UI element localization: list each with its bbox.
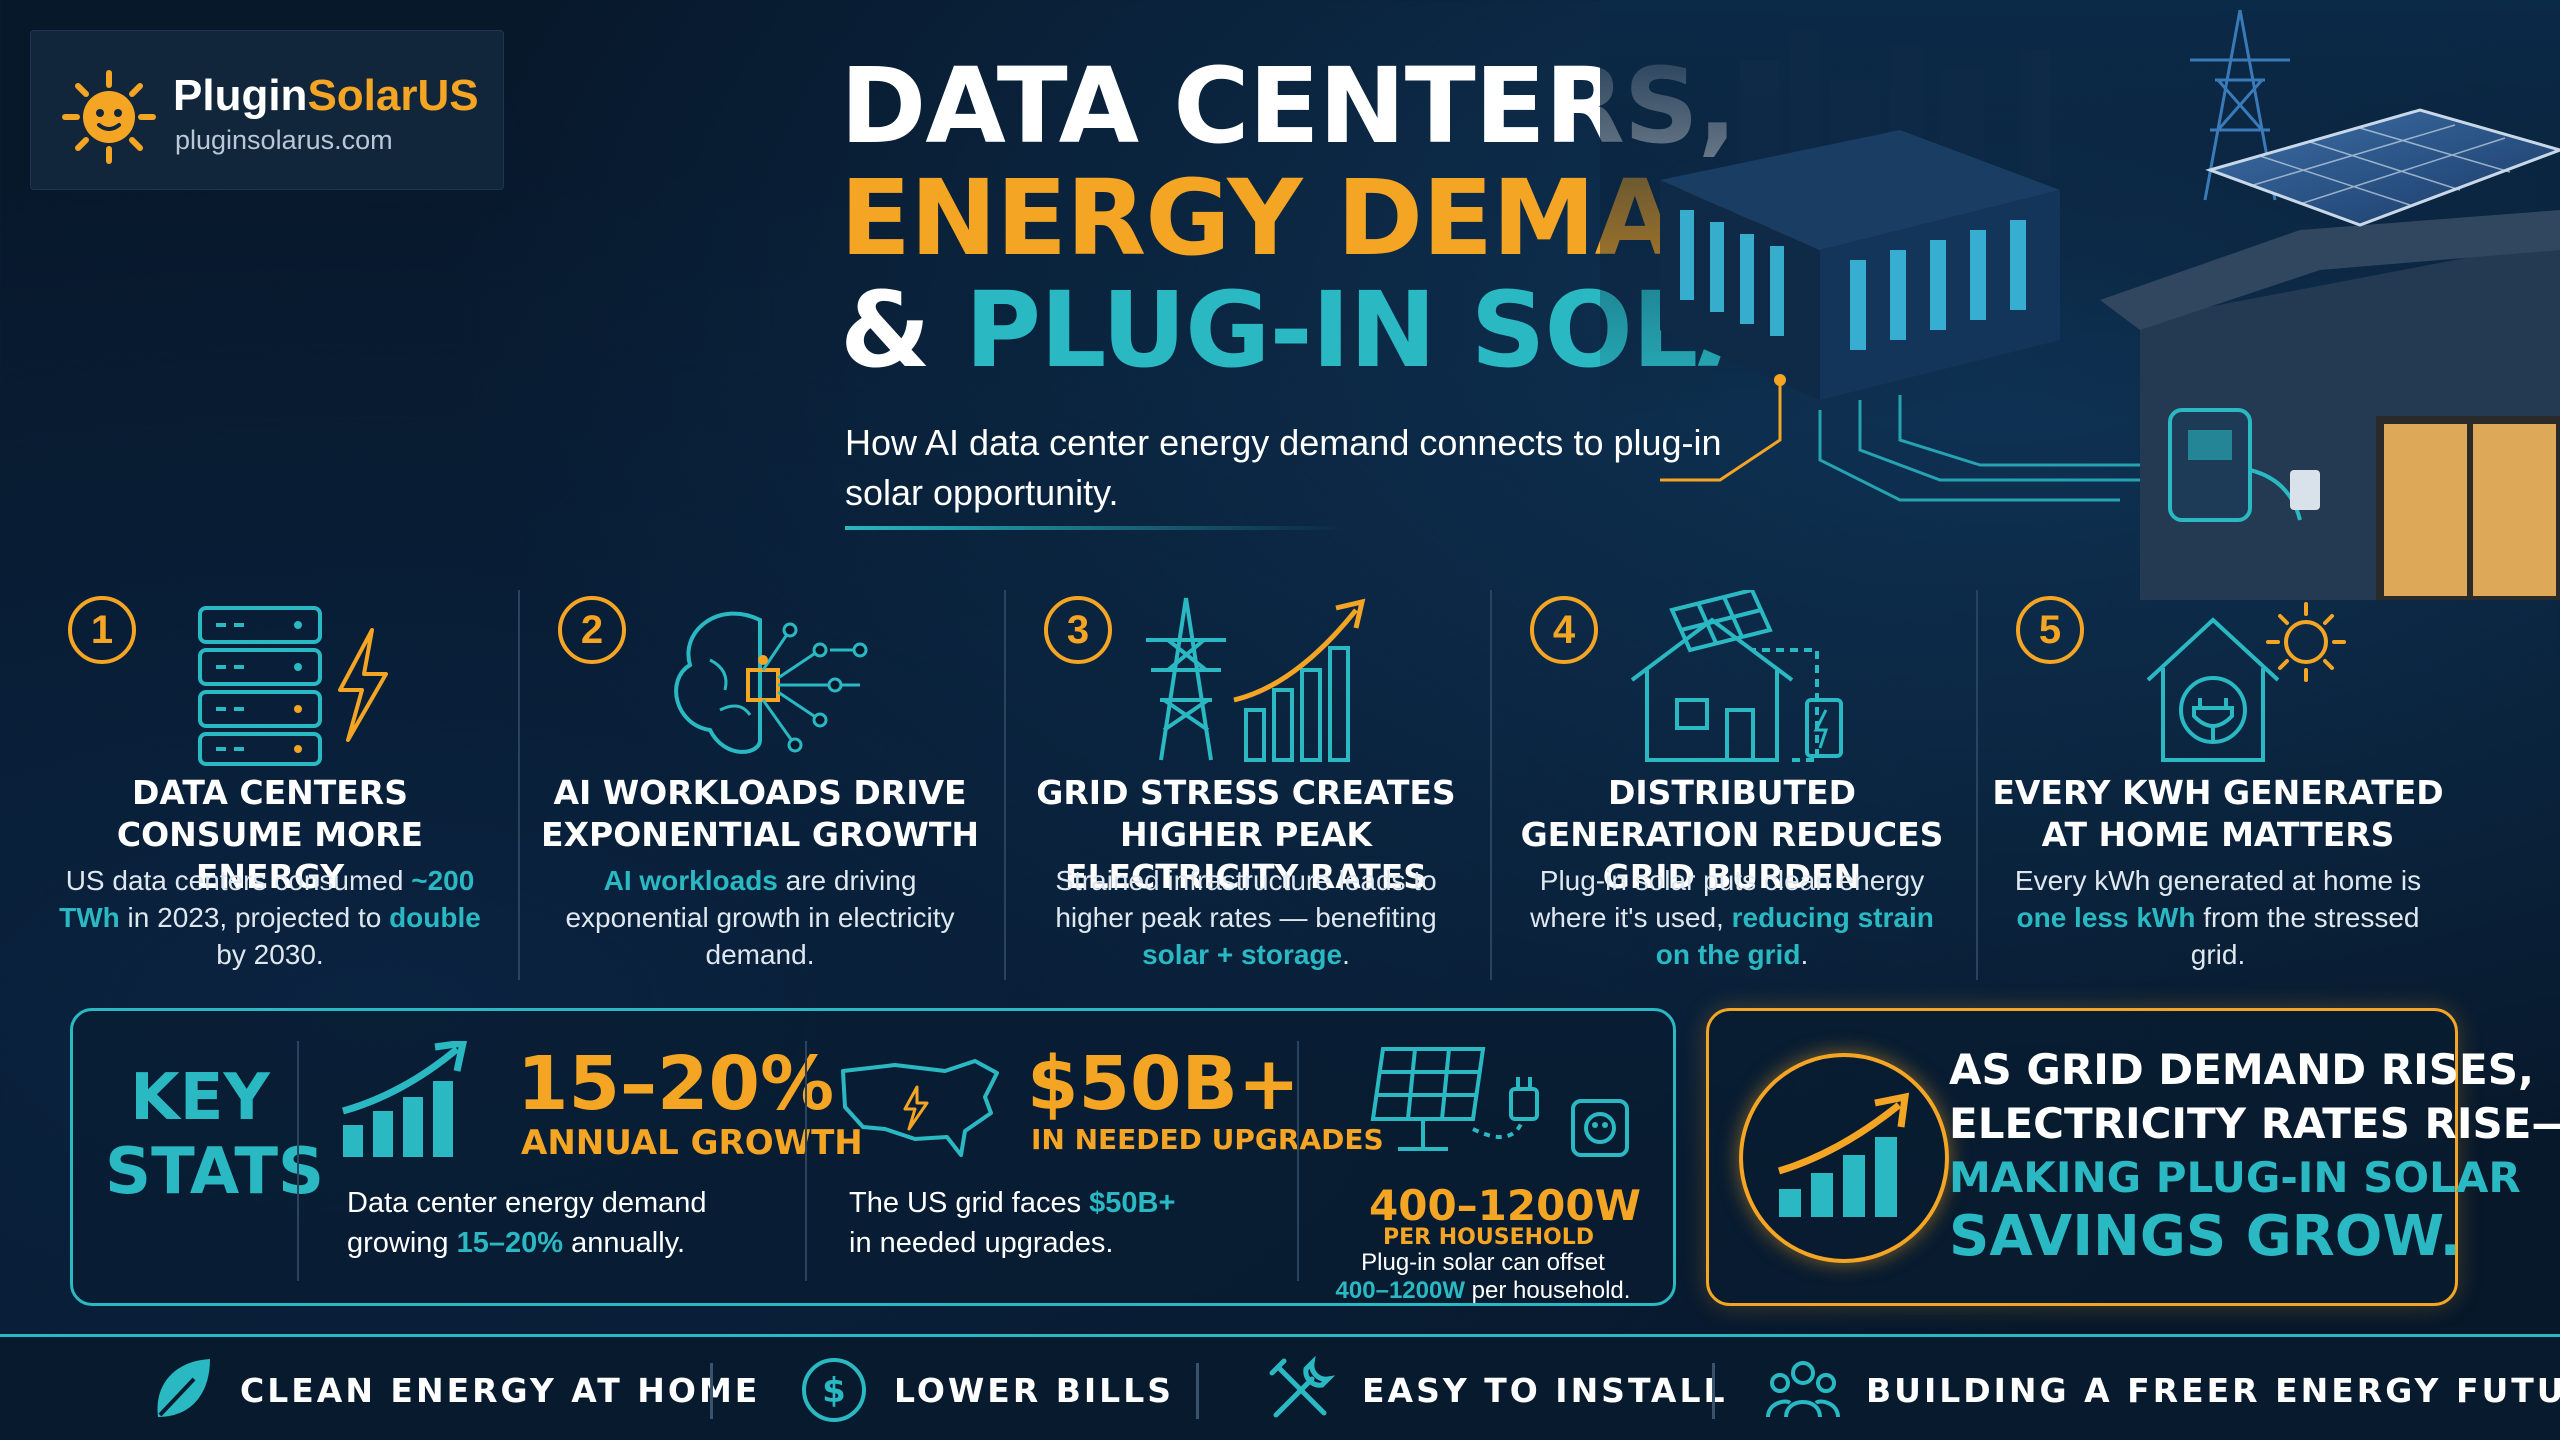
step-description: AI workloads are driving exponential gro…	[565, 865, 955, 970]
step-5: 5 EVERY KWH GENERATED AT HOME MATTERS Ev…	[1988, 580, 2448, 980]
power-tower-rising-chart-icon	[1146, 597, 1366, 762]
footer-divider	[1196, 1363, 1199, 1419]
stat-household-label: PER HOUSEHOLD	[1383, 1225, 1594, 1250]
house-plug-sun-icon	[2146, 602, 2346, 762]
step-4: 4 DISTRIBUTED GENERATION REDUCES GRID BU…	[1502, 580, 1962, 980]
us-map-lightning-icon	[841, 1059, 999, 1157]
footer-item-freer-future: BUILDING A FREER ENERGY FUTURE	[1766, 1337, 2560, 1440]
house-solar-battery-icon	[1630, 590, 1843, 762]
svg-text:$: $	[822, 1371, 846, 1411]
tools-icon	[1269, 1355, 1336, 1418]
footer-divider	[1712, 1363, 1715, 1419]
stat-growth-description: Data center energy demand growing 15–20% …	[347, 1187, 707, 1259]
step-divider	[518, 590, 520, 980]
subtitle-underline	[845, 526, 1345, 530]
data-center-home-solar-illustration	[1600, 0, 2560, 600]
brand-name: PluginSolarUS	[173, 71, 479, 120]
growth-chart-icon	[342, 1041, 468, 1157]
stat-household-description: Plug-in solar can offset 400–1200W per ho…	[1335, 1249, 1631, 1304]
step-number: 4	[1530, 596, 1598, 664]
savings-callout: AS GRID DEMAND RISES, ELECTRICITY RATES …	[1706, 1008, 2560, 1306]
steps-row: 1 DATA CENTERS CONSUME MORE ENERGY US da…	[40, 580, 2480, 980]
step-heading: DISTRIBUTED GENERATION REDUCES GRID BURD…	[1520, 773, 1944, 896]
step-heading: AI WORKLOADS DRIVE EXPONENTIAL GROWTH	[541, 773, 979, 854]
sun-face-logo-icon	[62, 70, 156, 164]
step-heading: DATA CENTERS CONSUME MORE ENERGY	[116, 773, 424, 896]
title-line-1: DATA CENTERS,	[840, 45, 1737, 167]
server-lightning-icon	[198, 606, 388, 766]
footer-benefits-bar: CLEAN ENERGY AT HOME $ LOWER BILLS EASY …	[0, 1334, 2560, 1440]
leaf-icon	[157, 1359, 210, 1417]
subtitle: How AI data center energy demand connect…	[845, 422, 1722, 513]
step-number: 1	[68, 596, 136, 664]
step-2: 2 AI WORKLOADS DRIVE EXPONENTIAL GROWTH …	[530, 580, 990, 980]
stat-household-value: 400–1200W	[1369, 1181, 1641, 1230]
footer-divider	[710, 1363, 713, 1419]
step-description: Plug-in solar puts clean energy where it…	[1530, 865, 1934, 970]
dollar-coin-icon: $	[802, 1358, 866, 1422]
key-stats-panel: KEY STATS 15–20% ANNUAL GROWTH Data cente…	[70, 1008, 1676, 1306]
stats-divider	[805, 1041, 807, 1281]
step-divider	[1490, 590, 1492, 980]
solar-panel-plug-icon	[1370, 1047, 1629, 1157]
step-heading: GRID STRESS CREATES HIGHER PEAK ELECTRIC…	[1036, 773, 1456, 896]
step-number: 5	[2016, 596, 2084, 664]
stats-divider	[1297, 1041, 1299, 1281]
callout-message: AS GRID DEMAND RISES, ELECTRICITY RATES …	[1949, 1045, 2560, 1269]
step-description: US data centers consumed ~200 TWh in 202…	[59, 865, 481, 970]
key-stats-label: KEY STATS	[105, 1061, 325, 1209]
step-description: Strained infrastructure leads to higher …	[1055, 865, 1437, 970]
callout-badge	[1739, 1053, 1949, 1263]
stat-growth-label: ANNUAL GROWTH	[521, 1123, 863, 1163]
step-1: 1 DATA CENTERS CONSUME MORE ENERGY US da…	[40, 580, 500, 980]
brand-url: pluginsolarus.com	[175, 125, 393, 155]
stat-growth-value: 15–20%	[517, 1041, 835, 1127]
step-number: 3	[1044, 596, 1112, 664]
step-description: Every kWh generated at home is one less …	[2014, 865, 2422, 970]
footer-item-lower-bills: $ LOWER BILLS	[800, 1337, 1174, 1440]
step-number: 2	[558, 596, 626, 664]
stat-upgrades-description: The US grid faces $50B+ in needed upgrade…	[849, 1187, 1176, 1259]
step-divider	[1004, 590, 1006, 980]
step-3: 3 GRID STRESS CREATES HIGHER PEAK ELECTR…	[1016, 580, 1476, 980]
stat-upgrades-label: IN NEEDED UPGRADES	[1031, 1123, 1384, 1156]
step-heading: EVERY KWH GENERATED AT HOME MATTERS	[1992, 773, 2444, 854]
brand-logo-box: PluginSolarUS pluginsolarus.com	[30, 30, 504, 190]
rising-bars-icon	[1777, 1092, 1910, 1217]
footer-item-clean-energy: CLEAN ENERGY AT HOME	[150, 1337, 760, 1440]
footer-item-easy-install: EASY TO INSTALL	[1266, 1337, 1728, 1440]
step-divider	[1976, 590, 1978, 980]
brain-chip-icon	[674, 611, 868, 754]
stats-divider	[297, 1041, 299, 1281]
stat-upgrades-value: $50B+	[1027, 1041, 1300, 1127]
community-icon	[1766, 1361, 1840, 1418]
